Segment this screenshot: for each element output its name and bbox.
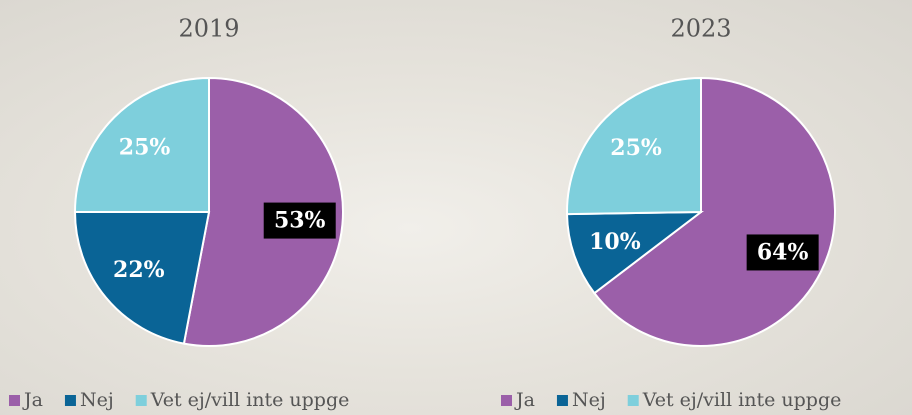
data-label: 22% <box>113 257 165 283</box>
data-label: 53% <box>274 208 326 234</box>
legend-swatch <box>628 395 639 406</box>
chart-title: 2019 <box>178 15 239 43</box>
chart-title: 2023 <box>670 15 731 43</box>
legend-swatch <box>9 395 20 406</box>
page: 2019 53% 22% 25% Ja Nej Vet ej/vill inte uppge… <box>0 0 912 415</box>
legend-swatch <box>65 395 76 406</box>
legend-swatch <box>136 395 147 406</box>
data-label: 10% <box>589 229 641 255</box>
legend-label: Ja <box>22 389 43 411</box>
legend-label: Nej <box>80 389 114 411</box>
legend-label: Vet ej/vill inte uppge <box>150 389 350 411</box>
charts: 2019 53% 22% 25% Ja Nej Vet ej/vill inte uppge… <box>0 0 912 415</box>
data-label: 64% <box>757 239 809 265</box>
data-label: 25% <box>610 135 662 161</box>
legend-label: Nej <box>572 389 606 411</box>
legend-label: Ja <box>514 389 535 411</box>
legend-swatch <box>557 395 568 406</box>
data-label: 25% <box>119 135 171 161</box>
legend-label: Vet ej/vill inte uppge <box>642 389 842 411</box>
legend-swatch <box>501 395 512 406</box>
